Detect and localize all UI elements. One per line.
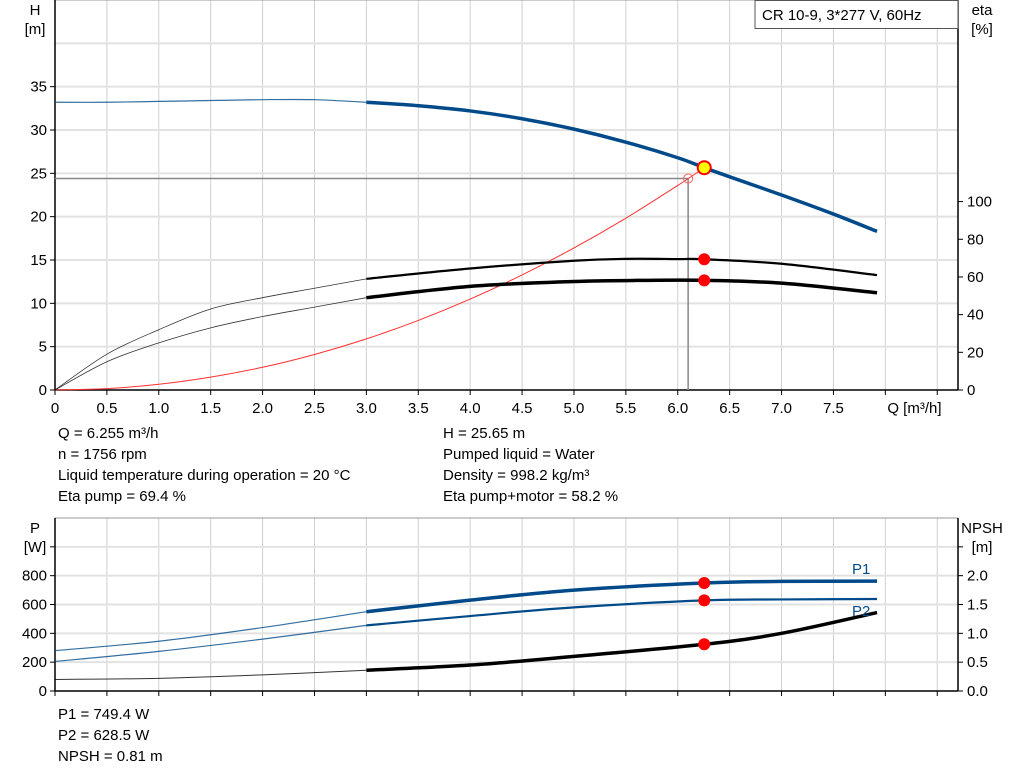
head-curve — [366, 100, 878, 234]
p1-curve-extended — [54, 611, 367, 652]
info-density: Density = 998.2 kg/m³ — [443, 467, 590, 484]
npsh-duty-marker — [698, 638, 711, 651]
y2-axis-label: NPSH — [961, 520, 1003, 537]
x-axis-label: Q [m³/h] — [887, 400, 941, 417]
y-tick-label: 25 — [30, 165, 47, 182]
p2-curve-extended — [54, 624, 367, 663]
y-tick-label: 10 — [30, 295, 47, 312]
y-tick-label: 400 — [22, 625, 47, 642]
y2-tick-label: 1.5 — [967, 597, 988, 614]
y2-axis-unit: [%] — [971, 21, 993, 38]
y2-tick-label: 80 — [967, 231, 984, 248]
system-curve — [54, 167, 705, 391]
y2-tick-label: 20 — [967, 344, 984, 361]
y-tick-label: 0 — [39, 683, 47, 700]
y2-tick-label: 60 — [967, 269, 984, 286]
p1-curve — [366, 579, 878, 614]
x-tick-label: 0 — [51, 400, 59, 417]
y2-axis-label: eta — [972, 2, 994, 19]
head-curve-extended — [54, 98, 367, 103]
duty-point-marker — [696, 160, 712, 176]
x-tick-label: 4.5 — [512, 400, 533, 417]
info-left: Q = 6.255 m³/h n = 1756 rpm Liquid tempe… — [58, 423, 350, 507]
npsh-curve — [366, 610, 878, 672]
y-tick-label: 0 — [39, 382, 47, 399]
y-tick-label: 5 — [39, 339, 47, 356]
required-point-marker — [683, 173, 694, 184]
npsh-curve-extended — [54, 669, 367, 680]
info-n: n = 1756 rpm — [58, 446, 147, 463]
info-eta-total: Eta pump+motor = 58.2 % — [443, 488, 619, 505]
info-npsh: NPSH = 0.81 m — [58, 748, 163, 765]
x-tick-label: 6.0 — [667, 400, 688, 417]
x-tick-label: 0.5 — [96, 400, 117, 417]
x-tick-label: 7.0 — [771, 400, 792, 417]
info-right: H = 25.65 m Pumped liquid = Water Densit… — [443, 423, 618, 507]
y2-tick-label: 1.0 — [967, 625, 988, 642]
y-axis-unit: [W] — [24, 539, 47, 556]
y2-tick-label: 0 — [967, 382, 975, 399]
y2-tick-label: 2.0 — [967, 568, 988, 585]
y-axis-unit: [m] — [25, 21, 46, 38]
x-tick-label: 7.5 — [823, 400, 844, 417]
plot-frame — [54, 0, 959, 391]
x-tick-label: 3.5 — [408, 400, 429, 417]
info-h: H = 25.65 m — [443, 425, 526, 442]
x-tick-label: 5.0 — [564, 400, 585, 417]
chart-title: CR 10-9, 3*277 V, 60Hz — [762, 7, 922, 24]
eta-pump-curve — [366, 257, 878, 280]
eta-pump-duty-marker — [698, 253, 711, 266]
x-tick-label: 1.5 — [200, 400, 221, 417]
y-tick-label: 30 — [30, 122, 47, 139]
p2-duty-marker — [698, 594, 711, 607]
x-tick-label: 6.5 — [719, 400, 740, 417]
y-tick-label: 35 — [30, 79, 47, 96]
x-tick-label: 5.5 — [615, 400, 636, 417]
x-tick-label: 2.5 — [304, 400, 325, 417]
y-tick-label: 200 — [22, 654, 47, 671]
p1-duty-marker — [698, 576, 711, 589]
y2-axis-unit: [m] — [972, 539, 993, 556]
p2-label: P2 — [852, 603, 870, 620]
x-tick-label: 3.0 — [356, 400, 377, 417]
info-q: Q = 6.255 m³/h — [58, 425, 159, 442]
p2-curve — [366, 597, 878, 627]
y-tick-label: 800 — [22, 568, 47, 585]
y-tick-label: 600 — [22, 597, 47, 614]
y2-tick-label: 40 — [967, 307, 984, 324]
y2-tick-label: 100 — [967, 194, 992, 211]
info-eta-pump: Eta pump = 69.4 % — [58, 488, 186, 505]
info-liquid: Pumped liquid = Water — [443, 446, 595, 463]
y-axis-label: P — [30, 520, 40, 537]
y2-tick-label: 0.5 — [967, 654, 988, 671]
info-bottom: P1 = 749.4 W P2 = 628.5 W NPSH = 0.81 m — [58, 704, 163, 767]
eta-total-duty-marker — [698, 274, 711, 287]
y-tick-label: 20 — [30, 209, 47, 226]
info-temp: Liquid temperature during operation = 20… — [58, 467, 351, 484]
info-p1: P1 = 749.4 W — [58, 706, 150, 723]
x-tick-label: 4.0 — [460, 400, 481, 417]
eta-total-curve — [366, 278, 878, 300]
y-tick-label: 15 — [30, 252, 47, 269]
y-axis-label: H — [30, 2, 41, 19]
eta-total-curve-extended — [54, 297, 367, 391]
y2-tick-label: 0.0 — [967, 683, 988, 700]
info-p2: P2 = 628.5 W — [58, 727, 150, 744]
eta-pump-curve-extended — [54, 278, 367, 391]
title-box — [754, 0, 959, 29]
x-tick-label: 2.0 — [252, 400, 273, 417]
x-tick-label: 1.0 — [148, 400, 169, 417]
p1-label: P1 — [852, 561, 870, 578]
